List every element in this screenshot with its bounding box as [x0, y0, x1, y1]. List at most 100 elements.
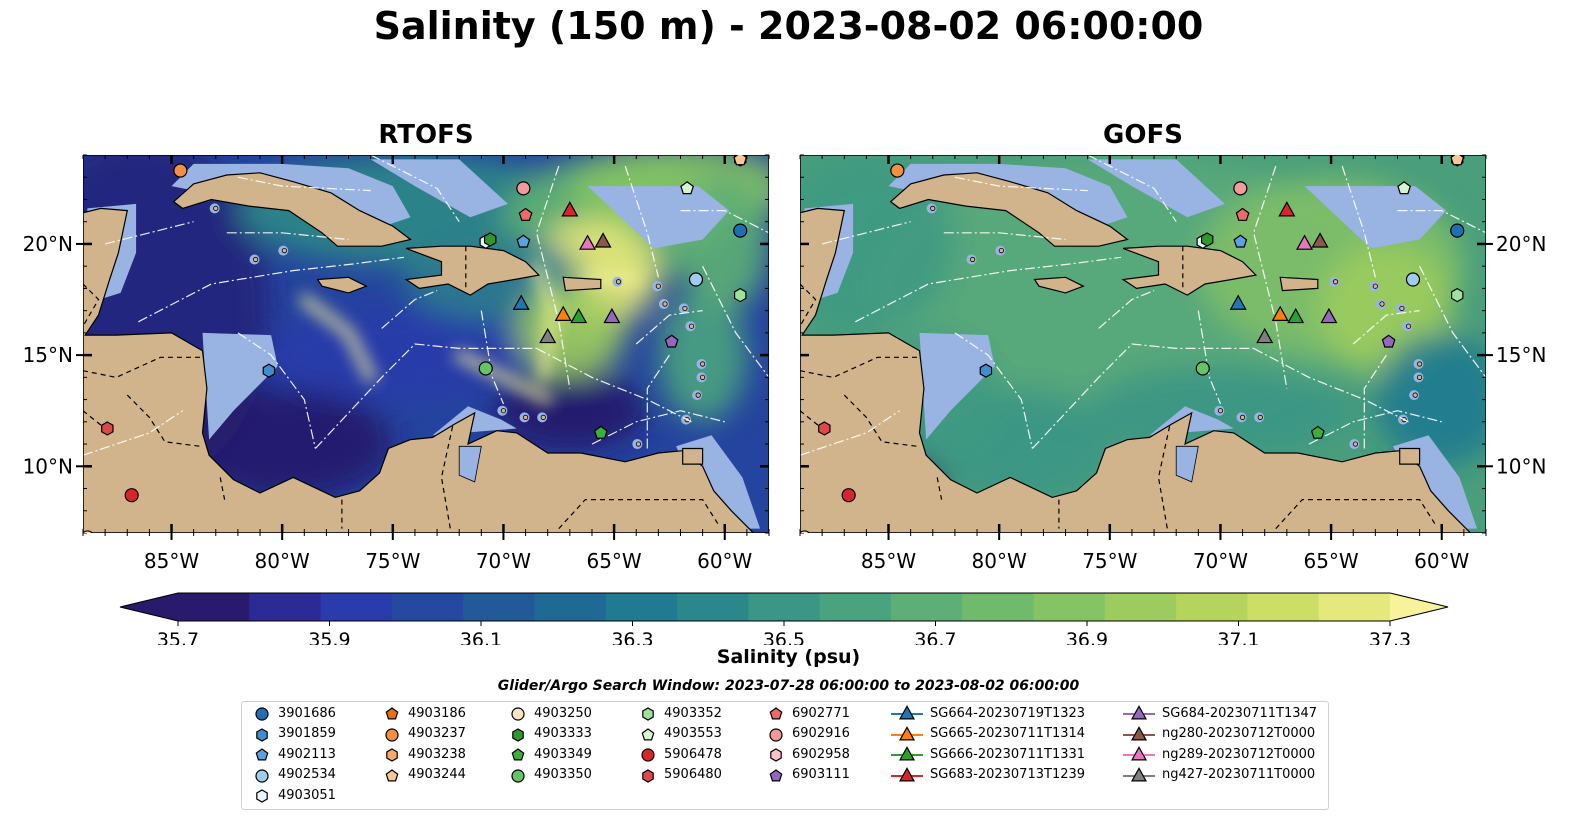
legend-label: 6902771 — [792, 705, 850, 721]
legend-marker — [511, 707, 525, 721]
hexagon-icon — [642, 768, 654, 783]
marker-ng289-20230712T0000 — [1296, 234, 1314, 250]
colorbar-tick-label: 36.7 — [914, 629, 956, 645]
marker-4903553 — [680, 181, 695, 195]
pentagon-icon — [385, 768, 399, 781]
lon-tick-label: 60°W — [1414, 549, 1469, 573]
triangle-line-icon — [891, 725, 923, 741]
lon-tick-label: 80°W — [255, 549, 310, 573]
legend-item-SG684-20230711T1347: SG684-20230711T1347 — [1122, 704, 1317, 722]
legend-marker — [255, 707, 269, 721]
legend-label: 4902534 — [278, 767, 336, 782]
triangle-line-icon — [1123, 746, 1155, 761]
legend-marker — [1130, 766, 1148, 782]
pentagon-icon — [385, 707, 399, 720]
legend-label: 5906480 — [664, 767, 722, 782]
hexagon-icon — [386, 748, 398, 762]
legend-marker — [642, 768, 654, 783]
legend-label: ng289-20230712T0000 — [1162, 746, 1316, 762]
colorbar: 35.7 35.9 36.1 36.3 36.5 36.7 36.9 37.1 37.3 — [119, 592, 1449, 645]
hexagon-icon — [770, 748, 782, 762]
legend-item-ng289-20230712T0000: ng289-20230712T0000 — [1122, 745, 1315, 763]
pentagon-icon — [255, 748, 269, 761]
triangle-line-icon — [1123, 766, 1155, 782]
figure-title: Salinity (150 m) - 2023-08-02 06:00:00 — [373, 4, 1204, 48]
legend-label: 4903250 — [534, 705, 592, 721]
legend-marker — [898, 746, 916, 761]
legend-label: 3901686 — [278, 705, 336, 721]
pentagon-icon — [769, 707, 783, 720]
legend-marker — [512, 727, 524, 742]
marker-4903250 — [800, 530, 810, 533]
colorbar-bin — [1033, 593, 1106, 621]
circle-icon — [769, 727, 783, 742]
lon-tick-label: 85°W — [861, 549, 916, 573]
lon-tick-label: 65°W — [586, 549, 641, 573]
observation-markers — [800, 155, 1502, 533]
legend-marker — [385, 727, 399, 742]
legend-label: 5906478 — [664, 746, 722, 762]
legend-label: 4903238 — [408, 746, 466, 762]
marker-4903244 — [733, 155, 748, 166]
legend-marker — [1130, 705, 1148, 720]
legend-item-4903244: 4903244 — [382, 766, 466, 784]
legend-label: 4903349 — [534, 746, 592, 762]
marker-4903350 — [1195, 361, 1210, 376]
land-cuba — [172, 172, 412, 247]
colorbar-tick-label: 35.7 — [157, 629, 199, 645]
marker-5906480 — [101, 421, 114, 436]
legend-marker — [386, 748, 398, 762]
legend-marker — [256, 727, 268, 742]
legend-item-4903237: 4903237 — [382, 725, 466, 743]
land-jam — [316, 276, 368, 294]
marker-4903349 — [1310, 425, 1325, 439]
marker-5906478 — [841, 488, 856, 503]
colorbar-tick-label: 37.1 — [1217, 629, 1259, 645]
land-hisp — [404, 245, 541, 296]
colorbar-bin — [463, 593, 535, 621]
legend-label: 4903244 — [408, 767, 466, 782]
gofs-map — [800, 155, 1486, 533]
colorbar-bin — [1176, 593, 1248, 621]
marker-SG665-20230711T1314 — [554, 305, 572, 321]
colorbar-tick-label: 36.9 — [1066, 629, 1108, 645]
legend-label: 4903352 — [664, 705, 722, 721]
legend-label: SG665-20230711T1314 — [930, 726, 1086, 741]
legend-marker — [769, 768, 783, 781]
land-central — [83, 207, 755, 533]
marker-3901859 — [262, 363, 276, 378]
marker-4903186 — [86, 135, 98, 147]
legend-item-SG683-20230713T1239: SG683-20230713T1239 — [890, 766, 1085, 784]
marker-6902958 — [1491, 373, 1502, 386]
land-jam — [1033, 276, 1085, 294]
hexagon-icon — [642, 707, 654, 721]
colorbar-bin — [748, 593, 821, 621]
pentagon-icon — [641, 727, 655, 740]
legend-label: 3901859 — [278, 726, 336, 741]
legend-marker — [770, 748, 782, 762]
marker-SG666-20230711T1331 — [1287, 307, 1305, 324]
land-trinidad — [1399, 447, 1421, 465]
legend-item-5906480: 5906480 — [638, 766, 722, 784]
marker-4902534 — [688, 272, 704, 287]
lon-tick-label: 75°W — [365, 549, 420, 573]
lat-tick-label: 10°N — [23, 454, 73, 478]
marker-3901686 — [1450, 223, 1465, 238]
colorbar-under-arrow — [120, 593, 178, 621]
marker-4903333 — [483, 232, 497, 247]
legend-item-3901686: 3901686 — [252, 704, 336, 722]
legend-marker — [511, 768, 525, 783]
legend-item-4902113: 4902113 — [252, 745, 336, 763]
colorbar-bin — [890, 593, 963, 621]
land-trinidad — [682, 447, 704, 465]
marker-4903349 — [593, 425, 608, 439]
legend-item-4903553: 4903553 — [638, 725, 722, 743]
legend-item-4902534: 4902534 — [252, 766, 336, 784]
pentagon-icon — [511, 748, 525, 761]
colorbar-label: Salinity (psu) — [716, 646, 861, 668]
colorbar-tick-label: 36.5 — [763, 629, 805, 645]
legend-marker — [769, 707, 783, 720]
legend-label: 4903186 — [408, 705, 466, 721]
colorbar-bin — [178, 593, 250, 621]
legend-item-SG666-20230711T1331: SG666-20230711T1331 — [890, 745, 1085, 763]
